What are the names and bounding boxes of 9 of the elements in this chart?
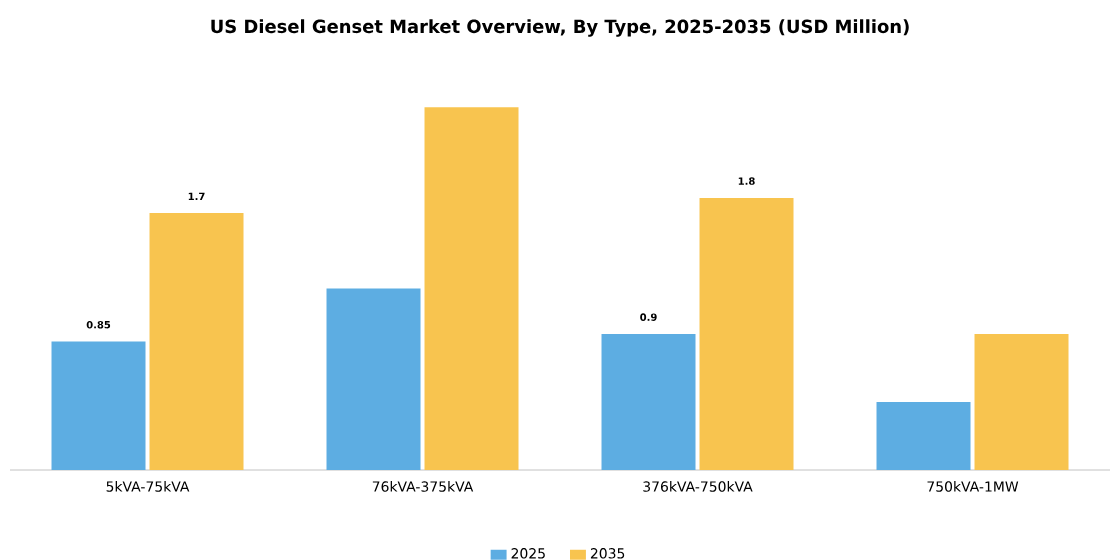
bar bbox=[326, 288, 421, 470]
bar bbox=[876, 401, 971, 470]
bar bbox=[974, 333, 1069, 470]
bar bbox=[149, 212, 244, 470]
chart-title: US Diesel Genset Market Overview, By Type, 2025-2035 (USD Million) bbox=[211, 19, 909, 37]
bar bbox=[601, 333, 696, 470]
bar bbox=[699, 197, 794, 470]
bar bbox=[424, 107, 519, 470]
bar bbox=[51, 341, 146, 470]
